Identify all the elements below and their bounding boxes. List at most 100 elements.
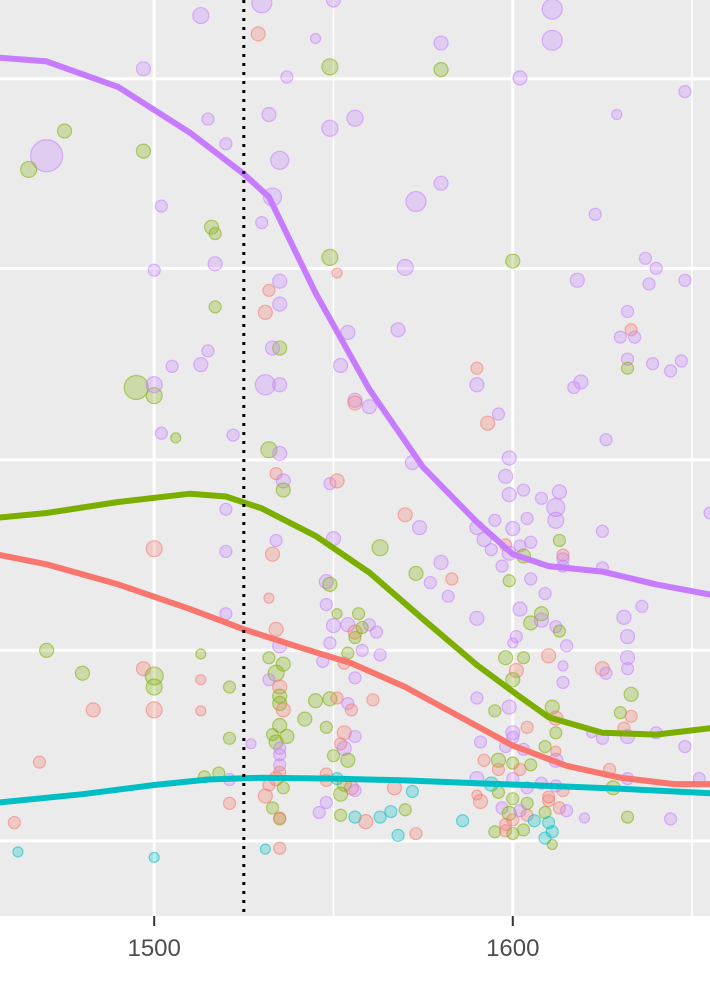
- data-point: [270, 150, 290, 170]
- data-point: [366, 693, 380, 707]
- data-point: [533, 612, 550, 628]
- data-point: [638, 251, 653, 265]
- data-point: [624, 323, 638, 337]
- data-point: [472, 793, 489, 810]
- data-point: [470, 691, 484, 705]
- data-point: [546, 838, 558, 851]
- data-point: [649, 261, 663, 275]
- data-point: [147, 263, 161, 277]
- data-point: [542, 793, 556, 808]
- data-point: [550, 745, 562, 757]
- data-point: [524, 572, 538, 586]
- data-point: [599, 433, 613, 447]
- data-point: [507, 637, 519, 649]
- data-point: [501, 805, 517, 822]
- data-point: [170, 432, 182, 444]
- data-point: [145, 678, 163, 696]
- data-point: [516, 823, 531, 837]
- data-point: [322, 576, 338, 593]
- data-point: [559, 639, 574, 653]
- data-point: [408, 565, 424, 582]
- data-point: [513, 804, 527, 818]
- data-point: [222, 731, 237, 745]
- data-point: [336, 725, 352, 741]
- data-point: [569, 272, 585, 288]
- data-point: [480, 415, 496, 431]
- data-point: [145, 376, 163, 394]
- data-point: [255, 215, 269, 230]
- data-point: [135, 61, 152, 77]
- data-point: [250, 26, 266, 42]
- data-point: [391, 828, 405, 842]
- data-point: [371, 539, 389, 557]
- data-point: [265, 728, 280, 742]
- data-point: [135, 661, 152, 677]
- data-point: [556, 548, 570, 562]
- data-point: [390, 322, 406, 338]
- data-point: [56, 123, 73, 139]
- x-axis: 1500 1600: [127, 916, 539, 962]
- data-point: [538, 739, 552, 754]
- data-point: [7, 815, 21, 830]
- data-point: [325, 0, 342, 8]
- data-point: [272, 717, 288, 734]
- data-point: [326, 749, 341, 763]
- data-point: [268, 734, 284, 750]
- data-point: [373, 648, 387, 662]
- data-point: [333, 786, 349, 802]
- data-point: [505, 253, 521, 269]
- data-point: [355, 620, 369, 635]
- data-point: [505, 520, 521, 537]
- data-point: [344, 703, 359, 717]
- data-point: [39, 642, 55, 658]
- data-point: [219, 544, 233, 559]
- data-point: [329, 473, 345, 489]
- data-point: [433, 175, 449, 191]
- data-point: [201, 112, 215, 126]
- data-point: [491, 407, 506, 421]
- data-point: [154, 426, 168, 440]
- data-point: [262, 283, 276, 297]
- data-point: [262, 651, 276, 665]
- data-point: [490, 752, 507, 768]
- data-point: [628, 330, 642, 344]
- data-point: [501, 487, 517, 503]
- data-point: [556, 675, 570, 690]
- data-point: [488, 825, 502, 839]
- data-point: [123, 374, 149, 401]
- data-point: [74, 665, 91, 681]
- data-point: [534, 491, 549, 505]
- data-point: [222, 796, 237, 810]
- data-point: [674, 354, 688, 368]
- data-point: [245, 738, 257, 750]
- data-point: [361, 399, 377, 415]
- data-point: [541, 0, 563, 20]
- data-point: [273, 748, 287, 762]
- data-point: [195, 674, 207, 686]
- data-point: [642, 277, 656, 291]
- data-point: [280, 70, 294, 84]
- data-point: [208, 226, 222, 241]
- data-point: [268, 621, 284, 637]
- data-point: [348, 630, 362, 645]
- data-point: [513, 762, 527, 777]
- data-point: [423, 575, 437, 590]
- data-point: [498, 650, 514, 666]
- data-point: [272, 273, 288, 289]
- data-point: [262, 673, 276, 687]
- data-point: [264, 546, 281, 562]
- data-point: [491, 762, 506, 777]
- data-point: [524, 758, 538, 772]
- data-point: [541, 29, 563, 51]
- data-point: [588, 207, 602, 221]
- data-point: [527, 814, 541, 828]
- data-point: [498, 468, 514, 484]
- data-point: [433, 554, 449, 571]
- data-point: [499, 817, 513, 832]
- data-point: [309, 32, 322, 45]
- data-point: [678, 739, 692, 754]
- data-point: [619, 629, 636, 645]
- data-point: [477, 753, 491, 767]
- data-point: [321, 58, 339, 76]
- data-point: [341, 696, 355, 711]
